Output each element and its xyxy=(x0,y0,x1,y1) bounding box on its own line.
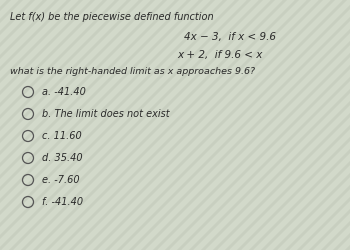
Polygon shape xyxy=(146,0,350,250)
Text: 4x − 3,  if x < 9.6: 4x − 3, if x < 9.6 xyxy=(184,32,276,42)
Polygon shape xyxy=(158,0,350,250)
Polygon shape xyxy=(302,0,350,250)
Polygon shape xyxy=(86,0,342,250)
Polygon shape xyxy=(0,0,150,250)
Polygon shape xyxy=(242,0,350,250)
Polygon shape xyxy=(0,0,42,250)
Polygon shape xyxy=(50,0,306,250)
Polygon shape xyxy=(290,0,350,250)
Polygon shape xyxy=(98,0,350,250)
Polygon shape xyxy=(0,0,174,250)
Polygon shape xyxy=(0,0,54,250)
Polygon shape xyxy=(0,0,126,250)
Polygon shape xyxy=(230,0,350,250)
Polygon shape xyxy=(2,0,258,250)
Polygon shape xyxy=(38,0,294,250)
Text: f. -41.40: f. -41.40 xyxy=(42,197,83,207)
Text: e. -7.60: e. -7.60 xyxy=(42,175,80,185)
Text: d. 35.40: d. 35.40 xyxy=(42,153,83,163)
Polygon shape xyxy=(0,0,234,250)
Polygon shape xyxy=(182,0,350,250)
Polygon shape xyxy=(110,0,350,250)
Text: what is the right-handed limit as x approaches 9.6?: what is the right-handed limit as x appr… xyxy=(10,67,255,76)
Polygon shape xyxy=(254,0,350,250)
Polygon shape xyxy=(134,0,350,250)
Polygon shape xyxy=(194,0,350,250)
Polygon shape xyxy=(0,0,198,250)
Polygon shape xyxy=(0,0,102,250)
Polygon shape xyxy=(326,0,350,250)
Text: a. -41.40: a. -41.40 xyxy=(42,87,86,97)
Polygon shape xyxy=(0,0,66,250)
Polygon shape xyxy=(14,0,270,250)
Polygon shape xyxy=(0,0,246,250)
Polygon shape xyxy=(0,0,210,250)
Polygon shape xyxy=(0,0,78,250)
Polygon shape xyxy=(278,0,350,250)
Polygon shape xyxy=(74,0,330,250)
Polygon shape xyxy=(0,0,222,250)
Text: c. 11.60: c. 11.60 xyxy=(42,131,82,141)
Polygon shape xyxy=(338,0,350,250)
Polygon shape xyxy=(0,0,162,250)
Polygon shape xyxy=(206,0,350,250)
Polygon shape xyxy=(0,0,114,250)
Polygon shape xyxy=(62,0,318,250)
Text: x + 2,  if 9.6 < x: x + 2, if 9.6 < x xyxy=(177,50,263,60)
Polygon shape xyxy=(0,0,18,250)
Polygon shape xyxy=(218,0,350,250)
Text: Let f(x) be the piecewise defined function: Let f(x) be the piecewise defined functi… xyxy=(10,12,214,22)
Polygon shape xyxy=(0,0,30,250)
Polygon shape xyxy=(0,0,186,250)
Polygon shape xyxy=(0,0,6,250)
Polygon shape xyxy=(314,0,350,250)
Polygon shape xyxy=(122,0,350,250)
Polygon shape xyxy=(0,0,90,250)
Text: b. The limit does not exist: b. The limit does not exist xyxy=(42,109,170,119)
Polygon shape xyxy=(170,0,350,250)
Polygon shape xyxy=(266,0,350,250)
Polygon shape xyxy=(26,0,282,250)
Polygon shape xyxy=(0,0,138,250)
